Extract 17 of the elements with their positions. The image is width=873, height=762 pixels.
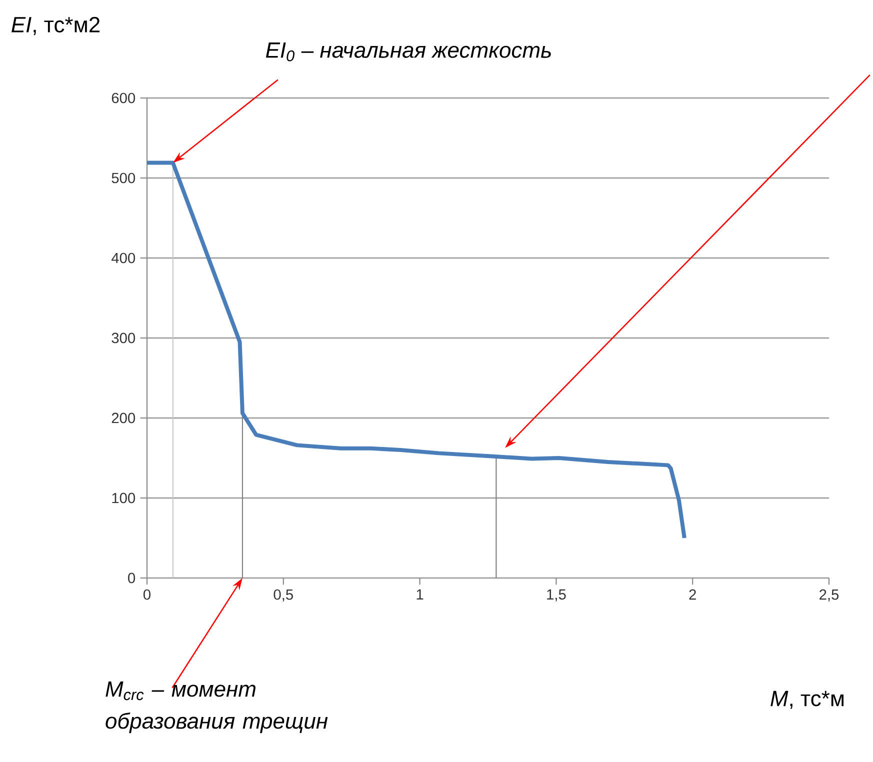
y-tick-label: 400 bbox=[111, 252, 136, 264]
annotation: M$_{crc}$ – момент образования трещин bbox=[106, 681, 328, 734]
y-tick-label: 0 bbox=[128, 572, 136, 584]
x-tick-label: 2,5 bbox=[820, 589, 839, 602]
y-tick-label: 100 bbox=[112, 492, 136, 504]
annotation: EI$_{0}$ – начальная жесткость bbox=[266, 42, 551, 62]
y-tick-label: 300 bbox=[112, 332, 136, 344]
y-axis-title: EI, тс*м2 bbox=[12, 16, 100, 36]
x-tick-label: 2 bbox=[689, 589, 696, 600]
x-tick-label: 0 bbox=[143, 589, 150, 600]
x-axis-title: M, тс*м bbox=[770, 690, 844, 709]
y-tick-label: 200 bbox=[112, 412, 136, 424]
x-tick-label: 1,5 bbox=[547, 589, 566, 602]
x-tick-label: 1 bbox=[416, 589, 424, 600]
x-tick-label: 0,5 bbox=[274, 589, 293, 602]
y-tick-label: 600 bbox=[112, 92, 136, 104]
y-tick-label: 500 bbox=[112, 172, 136, 184]
